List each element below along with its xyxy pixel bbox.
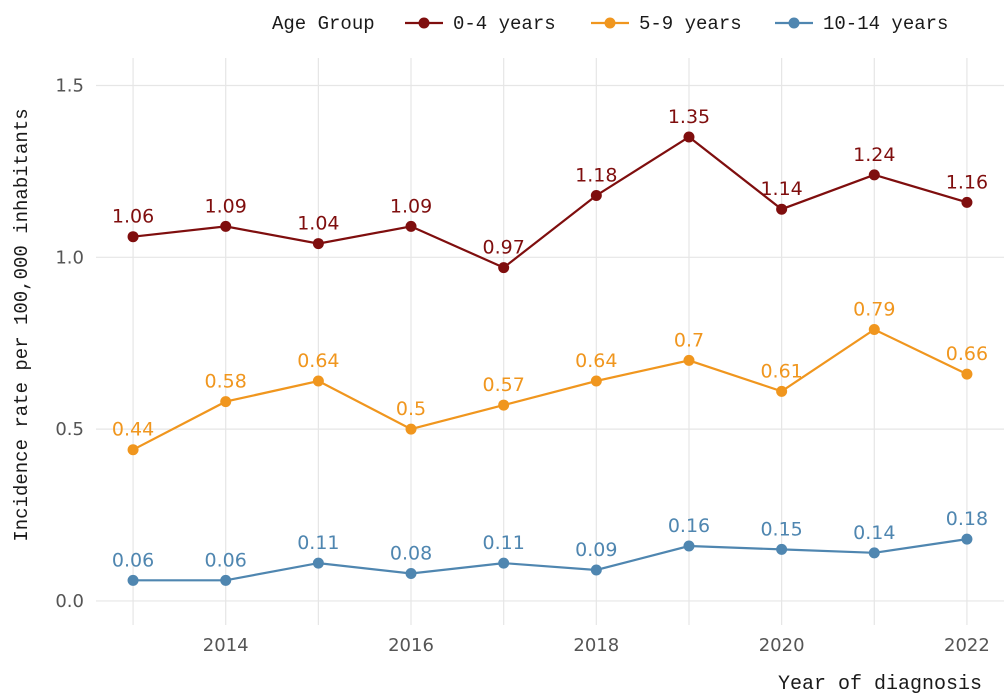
data-point	[683, 131, 695, 143]
data-label: 1.06	[112, 206, 154, 228]
data-point	[776, 203, 788, 215]
data-point	[312, 375, 324, 387]
data-point	[127, 574, 139, 586]
data-label: 0.11	[297, 532, 339, 554]
data-label: 0.16	[668, 515, 710, 537]
data-point	[220, 396, 232, 408]
data-label: 1.09	[205, 195, 247, 217]
legend-key-point	[788, 17, 800, 29]
x-tick-label: 2016	[388, 635, 434, 656]
data-point	[868, 323, 880, 335]
data-point	[590, 189, 602, 201]
data-label: 0.08	[390, 542, 432, 564]
data-point	[868, 169, 880, 181]
data-point	[127, 231, 139, 243]
data-point	[590, 564, 602, 576]
series-line-1	[132, 328, 968, 451]
data-label: 0.66	[946, 343, 988, 365]
y-tick-label: 1.0	[55, 247, 84, 268]
axes: 0.0 0.5 1.0 1.5 2014 2016 2018 2020 2022	[55, 75, 989, 656]
data-label: 0.11	[483, 532, 525, 554]
data-point	[312, 557, 324, 569]
series-layer	[127, 131, 973, 586]
y-axis-title: Incidence rate per 100,000 inhabitants	[11, 108, 33, 541]
data-point	[498, 557, 510, 569]
data-label: 1.04	[297, 213, 339, 235]
x-axis-title: Year of diagnosis	[778, 673, 982, 696]
data-label: 1.35	[668, 106, 710, 128]
legend-key-point	[418, 17, 430, 29]
data-label: 0.79	[853, 298, 895, 320]
legend-label: 5-9 years	[639, 13, 742, 35]
legend: Age Group 0-4 years 5-9 years 10-14 years	[272, 13, 948, 35]
data-point	[405, 220, 417, 232]
data-label: 1.14	[760, 178, 802, 200]
series-line-0	[132, 135, 968, 269]
data-label: 0.06	[112, 549, 154, 571]
data-point	[961, 368, 973, 380]
x-tick-label: 2020	[759, 635, 805, 656]
data-label: 0.44	[112, 419, 154, 441]
data-label: 0.18	[946, 508, 988, 530]
data-point	[405, 567, 417, 579]
legend-title: Age Group	[272, 13, 375, 35]
x-tick-label: 2018	[573, 635, 619, 656]
data-point	[961, 533, 973, 545]
legend-label: 0-4 years	[453, 13, 556, 35]
data-point	[498, 262, 510, 274]
data-label: 0.58	[205, 371, 247, 393]
data-label: 1.24	[853, 144, 895, 166]
data-point	[498, 399, 510, 411]
data-point	[776, 385, 788, 397]
x-tick-label: 2022	[944, 635, 990, 656]
data-label: 0.06	[205, 549, 247, 571]
data-point	[220, 574, 232, 586]
data-label: 0.14	[853, 522, 895, 544]
data-label: 1.09	[390, 195, 432, 217]
gridlines	[96, 58, 1004, 625]
data-label: 0.5	[396, 398, 426, 420]
data-point	[868, 547, 880, 559]
legend-label: 10-14 years	[823, 13, 948, 35]
data-label: 1.18	[575, 164, 617, 186]
data-label: 0.61	[760, 360, 802, 382]
data-point	[961, 196, 973, 208]
data-point	[590, 375, 602, 387]
series-line-2	[133, 538, 968, 582]
data-labels: 1.06 1.09 1.04 1.09 0.97 1.18 1.35 1.14 1.24 1.16…	[112, 106, 988, 571]
legend-key-point	[604, 17, 616, 29]
data-label: 0.64	[297, 350, 339, 372]
y-tick-label: 1.5	[55, 75, 84, 96]
data-point	[312, 238, 324, 250]
x-tick-label: 2014	[203, 635, 249, 656]
data-point	[405, 423, 417, 435]
y-tick-label: 0.0	[55, 591, 84, 612]
data-label: 0.15	[760, 518, 802, 540]
y-tick-label: 0.5	[55, 419, 84, 440]
data-label: 0.97	[483, 237, 525, 259]
data-label: 0.64	[575, 350, 617, 372]
data-label: 0.7	[674, 329, 704, 351]
data-point	[776, 543, 788, 555]
data-label: 0.09	[575, 539, 617, 561]
data-point	[127, 444, 139, 456]
data-point	[683, 354, 695, 366]
data-point	[220, 220, 232, 232]
data-point	[683, 540, 695, 552]
data-label: 0.57	[483, 374, 525, 396]
data-label: 1.16	[946, 171, 988, 193]
